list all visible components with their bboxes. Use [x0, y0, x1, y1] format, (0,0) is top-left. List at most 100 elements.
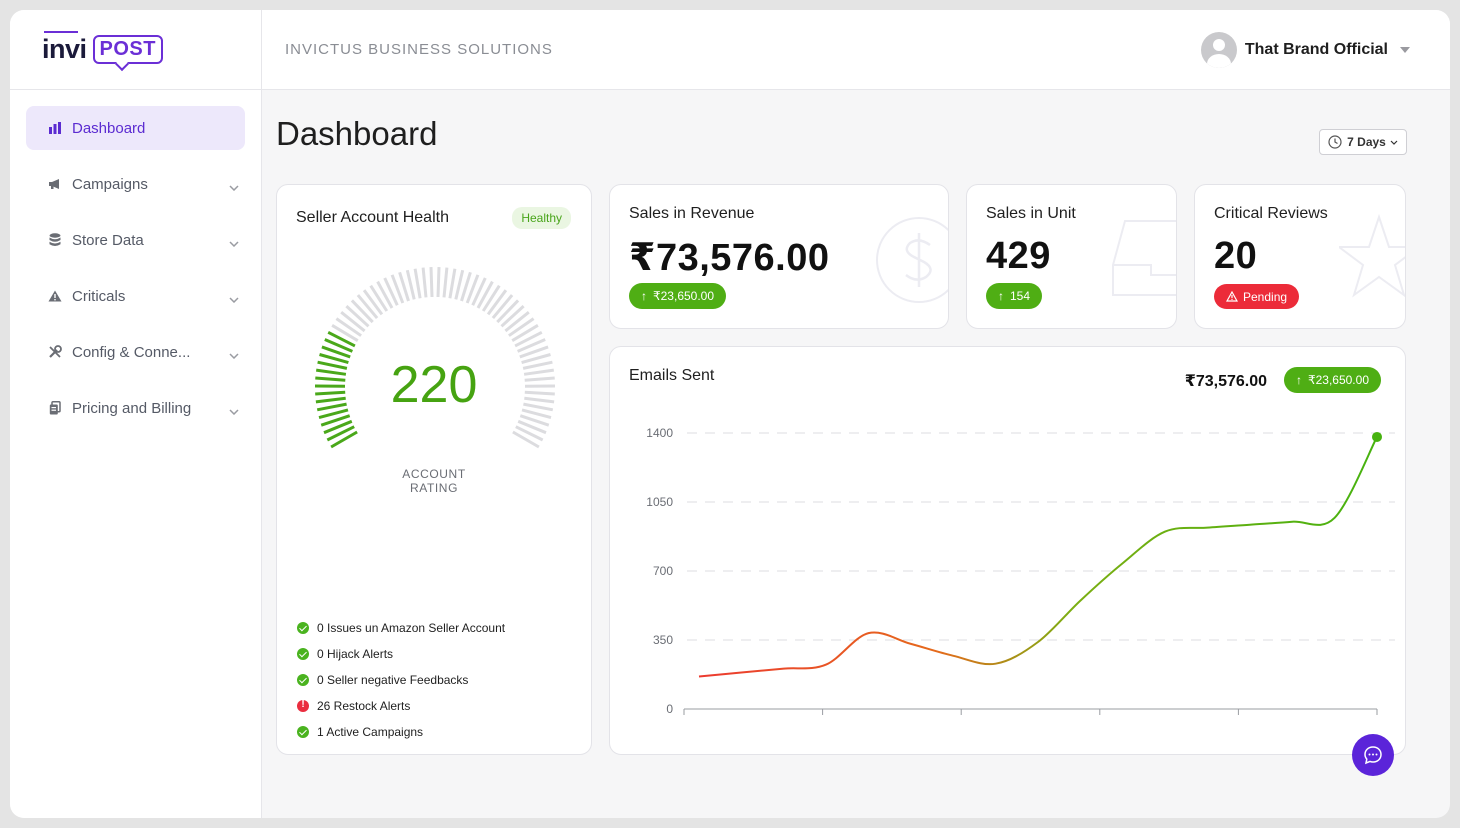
chevron-down-icon — [229, 234, 239, 251]
gauge-tick — [376, 280, 394, 309]
gauge-tick-active — [318, 408, 349, 420]
caret-down-icon — [1400, 47, 1410, 53]
gauge-tick — [519, 414, 550, 427]
sidebar-item-label: Store Data — [72, 231, 144, 249]
arrow-up-icon: ↑ — [641, 289, 647, 303]
gauge-tick — [356, 294, 379, 320]
gauge-tick — [524, 390, 555, 396]
gauge-tick — [340, 311, 366, 333]
gauge-tick — [481, 284, 501, 312]
gauge-tick — [517, 419, 547, 435]
sidebar-item-label: Config & Conne... — [72, 343, 191, 361]
gauge-tick — [524, 396, 555, 404]
status-text: Pending — [1243, 289, 1288, 304]
gauge-tick — [405, 269, 416, 300]
chat-button[interactable] — [1352, 734, 1394, 776]
gauge-tick — [460, 271, 472, 302]
gauge-tick-active — [327, 330, 356, 348]
sidebar-item-store-data[interactable]: Store Data — [26, 218, 245, 262]
alert-list: 0 Issues un Amazon Seller Account 0 Hija… — [297, 615, 505, 745]
list-item: 0 Issues un Amazon Seller Account — [297, 615, 505, 641]
gauge-tick — [350, 299, 374, 324]
gauge-tick — [390, 274, 405, 304]
arrow-up-icon: ↑ — [1295, 373, 1302, 387]
chevron-down-icon — [229, 290, 239, 307]
change-value: ₹23,650.00 — [653, 289, 715, 303]
date-range-value: 7 Days — [1347, 135, 1386, 149]
warning-icon — [1226, 291, 1238, 302]
gauge-tick — [511, 324, 539, 342]
alert-text: 0 Issues un Amazon Seller Account — [317, 621, 506, 635]
sidebar-item-label: Dashboard — [72, 119, 146, 137]
user-menu[interactable]: That Brand Official — [1200, 32, 1410, 68]
critical-reviews-card: Critical Reviews 20 Pending — [1194, 184, 1406, 329]
gauge-tick — [398, 271, 410, 302]
gauge-tick-active — [324, 338, 353, 353]
sales-unit-card: Sales in Unit 429 ↑ 154 — [966, 184, 1177, 329]
change-value: 154 — [1010, 289, 1031, 303]
date-range-select[interactable]: 7 Days — [1319, 129, 1407, 155]
sidebar: invi POST Dashboard Campaigns — [10, 10, 262, 818]
gauge-tick — [429, 267, 434, 298]
seller-health-card: Seller Account Health Healthy 220 ACCOUN… — [276, 184, 592, 755]
series-line — [698, 436, 1378, 678]
gauge-tick — [521, 353, 551, 365]
logo[interactable]: invi POST — [10, 10, 261, 90]
y-tick-label: 1400 — [646, 426, 673, 440]
star-icon — [1339, 213, 1405, 298]
company-name: INVICTUS BUSINESS SOLUTIONS — [285, 41, 553, 58]
check-circle-icon — [297, 674, 309, 686]
gauge-tick — [491, 294, 514, 320]
warning-icon — [46, 287, 64, 305]
gauge-tick — [383, 277, 399, 306]
gauge-tick-active — [316, 402, 347, 412]
status-badge: Healthy — [512, 207, 571, 229]
gauge-tick-active — [323, 419, 353, 435]
gauge-tick — [508, 317, 535, 337]
clock-icon — [1328, 135, 1342, 149]
gauge-tick — [465, 274, 480, 304]
database-icon — [46, 231, 64, 249]
card-title: Emails Sent — [629, 367, 715, 384]
sidebar-item-label: Criticals — [72, 287, 126, 305]
gauge-tick — [486, 289, 508, 316]
logo-text-invi: invi — [42, 31, 87, 64]
gauge-tick — [519, 345, 549, 359]
card-title: Seller Account Health — [296, 209, 449, 226]
gauge-tick — [345, 304, 370, 328]
check-circle-icon — [297, 622, 309, 634]
gauge-tick — [362, 289, 384, 316]
card-title: Sales in Revenue — [629, 205, 755, 222]
y-tick-label: 350 — [653, 633, 673, 647]
chevron-down-icon — [1390, 140, 1398, 145]
gauge-tick — [504, 311, 530, 333]
rating-label-line: ACCOUNT — [402, 467, 466, 481]
change-value: ₹23,650.00 — [1307, 373, 1369, 387]
gauge-tick-active — [315, 376, 346, 382]
alert-text: 26 Restock Alerts — [317, 699, 411, 713]
sidebar-item-criticals[interactable]: Criticals — [26, 274, 245, 318]
sidebar-item-pricing[interactable]: Pricing and Billing — [26, 386, 245, 430]
change-badge: ↑ ₹23,650.00 — [1283, 367, 1381, 393]
sidebar-nav: Dashboard Campaigns Store Data — [10, 90, 261, 458]
emails-amount: ₹73,576.00 — [1184, 373, 1267, 390]
megaphone-icon — [46, 175, 64, 193]
data-point[interactable] — [1372, 431, 1382, 442]
alert-text: 0 Hijack Alerts — [317, 647, 394, 661]
gauge-tick — [521, 408, 552, 420]
gauge-tick — [514, 330, 543, 348]
rating-label-line: RATING — [409, 481, 459, 495]
sidebar-item-campaigns[interactable]: Campaigns — [26, 162, 245, 206]
sidebar-item-config[interactable]: Config & Conne... — [26, 330, 245, 374]
gauge-tick — [522, 360, 553, 370]
card-title: Sales in Unit — [986, 205, 1076, 222]
y-tick-label: 1050 — [646, 495, 673, 509]
gauge-tick-active — [317, 360, 348, 370]
rating-label: ACCOUNT RATING — [277, 467, 591, 495]
gauge-tick — [523, 368, 555, 376]
gauge-tick — [369, 284, 389, 312]
sidebar-item-dashboard[interactable]: Dashboard — [26, 106, 245, 150]
bar-chart-icon — [46, 119, 64, 137]
gauge-tick — [448, 268, 457, 299]
list-item: 0 Hijack Alerts — [297, 641, 505, 667]
